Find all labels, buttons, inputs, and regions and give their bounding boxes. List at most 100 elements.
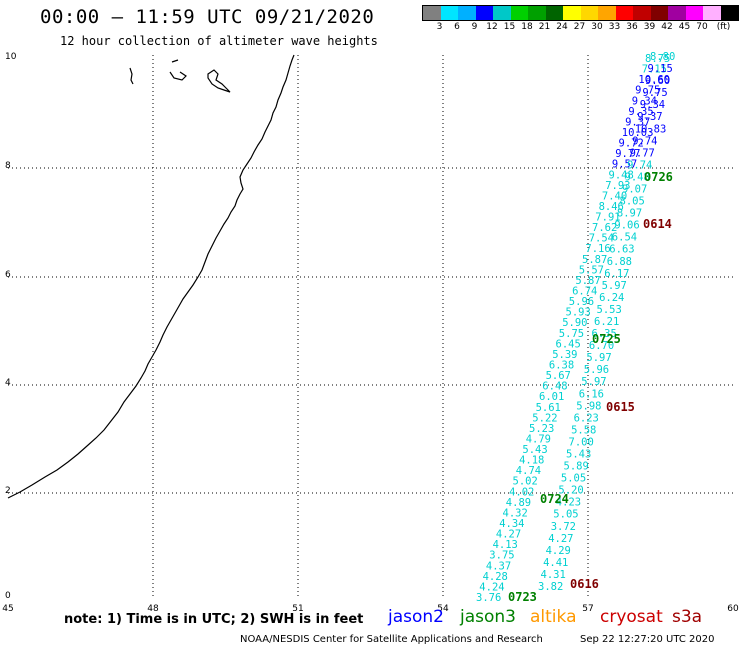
pass-time-label: 0726 bbox=[644, 170, 673, 184]
swh-value-track-a: 5.39 bbox=[552, 349, 577, 361]
colorbar-label: 45 bbox=[678, 22, 691, 32]
swh-value-track-b: 5.05 bbox=[561, 473, 586, 485]
colorbar-label: 39 bbox=[643, 22, 656, 32]
x-tick-label: 57 bbox=[582, 604, 593, 614]
coastline-path bbox=[7, 54, 295, 499]
colorbar-swatch bbox=[475, 6, 493, 20]
swh-value-track-a: 4.28 bbox=[483, 571, 508, 583]
colorbar-label: 30 bbox=[591, 22, 603, 32]
colorbar-label: 27 bbox=[573, 22, 586, 32]
swh-value-track-a: 7.91 bbox=[595, 212, 620, 224]
swh-value-track-b: 5.20 bbox=[558, 485, 583, 497]
swh-value-track-b: 4.41 bbox=[543, 557, 568, 569]
swh-value-track-a: 7.15 bbox=[642, 64, 667, 76]
legend-jason3: jason3 bbox=[460, 607, 516, 627]
colorbar-swatch bbox=[668, 6, 686, 20]
swh-value-track-a: 4.27 bbox=[496, 529, 521, 541]
swh-value-track-a: 9.48 bbox=[609, 169, 634, 181]
colorbar-swatch bbox=[615, 6, 633, 20]
swh-value-track-b: 5.58 bbox=[571, 424, 596, 436]
swh-value-track-b: 6.35 bbox=[592, 328, 617, 340]
legend-s3a: s3a bbox=[672, 607, 703, 627]
colorbar-swatch bbox=[423, 6, 441, 20]
swh-value-track-b: 8.97 bbox=[617, 208, 642, 220]
x-tick-label: 54 bbox=[437, 604, 449, 614]
pass-time-label: 0614 bbox=[643, 217, 672, 231]
credit-text: NOAA/NESDIS Center for Satellite Applica… bbox=[240, 634, 543, 645]
swh-value-track-b: 6.70 bbox=[589, 340, 614, 352]
swh-value-track-b: 6.88 bbox=[607, 256, 632, 268]
swh-value-track-a: 5.43 bbox=[522, 444, 547, 456]
swh-value-track-a: 4.37 bbox=[486, 560, 511, 572]
x-tick-label: 45 bbox=[2, 604, 13, 614]
swh-value-track-b: 7.00 bbox=[569, 437, 594, 449]
swh-value-track-a: 5.75 bbox=[559, 328, 584, 340]
island-3 bbox=[207, 69, 231, 93]
swh-value-track-a: 8.46 bbox=[599, 201, 624, 213]
swh-value-track-a: 5.22 bbox=[532, 412, 557, 424]
swh-value-track-b: 5.98 bbox=[576, 400, 601, 412]
swh-value-track-b: 5.43 bbox=[566, 449, 591, 461]
colorbar-label: 42 bbox=[661, 22, 673, 32]
swh-value-track-a: 7.16 bbox=[585, 243, 610, 255]
island-1 bbox=[129, 67, 134, 85]
colorbar-label: 15 bbox=[503, 22, 516, 32]
legend-cryosat: cryosat bbox=[600, 607, 663, 627]
swh-value-track-a: 4.02 bbox=[509, 486, 534, 498]
pass-time-label: 0725 bbox=[592, 332, 621, 346]
swh-value-track-a: 7.40 bbox=[602, 190, 627, 202]
swh-value-track-a: 5.96 bbox=[569, 296, 594, 308]
swh-value-track-b: 6.16 bbox=[579, 388, 604, 400]
swh-value-track-b: 5.53 bbox=[597, 304, 622, 316]
swh-value-track-b: 9.06 bbox=[614, 220, 639, 232]
swh-value-track-a: 4.32 bbox=[503, 508, 528, 520]
swh-value-track-a: 9.34 bbox=[632, 95, 657, 107]
swh-value-track-b: 3.82 bbox=[538, 581, 563, 593]
swh-value-track-b: 6.23 bbox=[574, 412, 599, 424]
colorbar-swatch bbox=[633, 6, 651, 20]
swh-value-track-a: 5.67 bbox=[546, 370, 571, 382]
colorbar-label: 6 bbox=[454, 22, 460, 32]
altimeter-tracks: 3.764.244.284.373.754.134.274.344.324.89… bbox=[476, 51, 675, 604]
swh-value-track-b: 5.97 bbox=[602, 280, 627, 292]
swh-value-track-b: 9.15 bbox=[648, 63, 673, 75]
swh-value-track-b: 4.29 bbox=[546, 545, 571, 557]
swh-value-track-b: 9.77 bbox=[630, 147, 655, 159]
x-tick-label: 51 bbox=[292, 604, 303, 614]
swh-value-track-b: 5.97 bbox=[586, 352, 611, 364]
swh-value-track-a: 3.75 bbox=[489, 550, 514, 562]
swh-value-track-b: 9.07 bbox=[622, 184, 647, 196]
swh-value-track-b: 9.74 bbox=[632, 135, 657, 147]
swh-value-track-a: 9.37 bbox=[625, 116, 650, 128]
swh-value-track-a: 10.60 bbox=[638, 74, 670, 86]
swh-value-track-b: 9.48 bbox=[625, 172, 650, 184]
swh-value-track-b: 6.63 bbox=[609, 244, 634, 256]
pass-time-label: 0615 bbox=[606, 400, 635, 414]
x-tick-label: 60 bbox=[727, 604, 739, 614]
y-tick-label: 10 bbox=[5, 52, 17, 62]
swh-value-track-a: 5.87 bbox=[575, 275, 600, 287]
colorbar-swatch bbox=[720, 6, 738, 20]
colorbar-label: 3 bbox=[436, 22, 443, 32]
x-tick-label: 48 bbox=[147, 604, 159, 614]
swh-value-track-b: 8.80 bbox=[650, 51, 675, 63]
island-2 bbox=[169, 59, 187, 81]
swh-value-track-a: 5.90 bbox=[562, 317, 587, 329]
swh-value-track-b: 4.27 bbox=[548, 533, 573, 545]
colorbar-label: 33 bbox=[608, 22, 621, 32]
swh-value-track-b: 6.21 bbox=[594, 316, 619, 328]
colorbar-swatch bbox=[580, 6, 598, 20]
swh-value-track-b: 10.83 bbox=[635, 123, 667, 135]
swh-value-track-a: 4.79 bbox=[526, 434, 551, 446]
swh-value-track-a: 4.24 bbox=[479, 581, 504, 593]
swh-value-track-a: 6.01 bbox=[539, 391, 564, 403]
legend-jason2: jason2 bbox=[388, 607, 444, 627]
swh-value-track-a: 4.18 bbox=[519, 455, 544, 467]
units-note: note: 1) Time is in UTC; 2) SWH is in fe… bbox=[64, 612, 364, 627]
colorbar-label: 9 bbox=[471, 22, 478, 32]
map-title: 00:00 – 11:59 UTC 09/21/2020 bbox=[40, 6, 375, 28]
swh-value-track-a: 5.57 bbox=[579, 264, 604, 276]
colorbar-label: 12 bbox=[486, 22, 498, 32]
swh-value-track-a: 4.13 bbox=[493, 539, 518, 551]
